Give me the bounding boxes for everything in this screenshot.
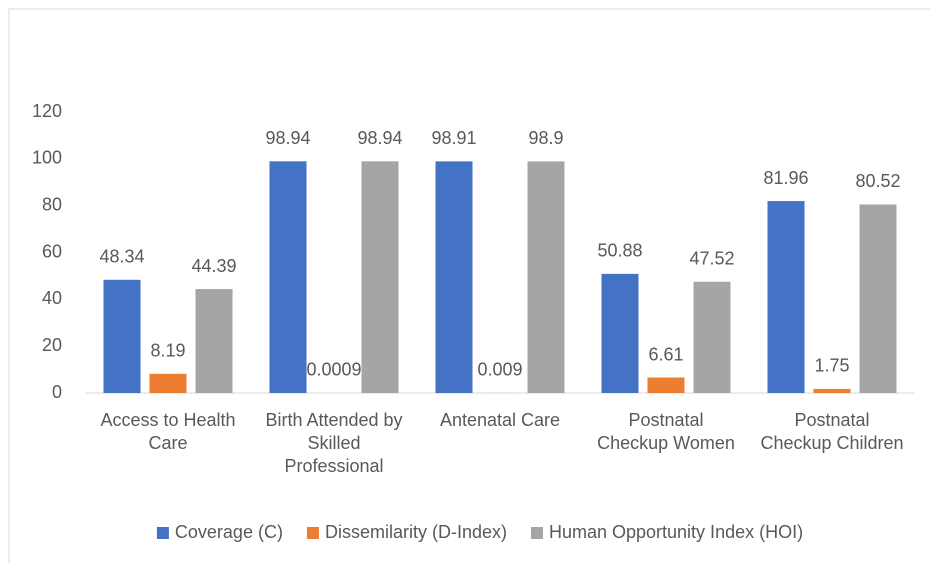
bar [527,161,565,393]
data-label: 0.009 [477,360,522,380]
x-tick-label: Postnatal Checkup Children [760,410,904,453]
data-label: 98.91 [431,128,476,148]
y-tick-label: 120 [32,101,62,121]
bar [601,273,639,393]
bar [149,373,187,393]
y-tick-label: 0 [52,382,62,402]
y-tick-label: 40 [42,288,62,308]
data-label: 98.9 [528,128,563,148]
y-tick-label: 80 [42,194,62,214]
bar [195,289,233,393]
y-tick-label: 100 [32,148,62,168]
bar [361,161,399,393]
legend-label: Coverage (C) [175,522,283,542]
data-label: 47.52 [689,248,734,268]
y-tick-label: 20 [42,335,62,355]
bar [693,281,731,393]
legend-swatch [156,527,169,539]
bar [767,201,805,393]
x-tick-label: Antenatal Care [439,410,561,430]
x-tick-label: Birth Attended by Skilled Professional [265,410,403,476]
data-label: 98.94 [357,128,402,148]
legend-label: Dissemilarity (D-Index) [325,522,507,542]
data-label: 80.52 [855,171,900,191]
bar [859,204,897,393]
data-label: 98.94 [265,128,310,148]
data-label: 1.75 [814,356,849,376]
data-label: 81.96 [763,168,808,188]
data-label: 44.39 [191,256,236,276]
x-tick-label: Postnatal Checkup Women [597,410,735,453]
data-label: 48.34 [99,247,144,267]
data-label: 50.88 [597,241,642,261]
y-tick-label: 60 [42,241,62,261]
chart-frame [8,8,930,563]
bar [813,388,851,393]
bar [435,161,473,393]
legend-label: Human Opportunity Index (HOI) [549,522,803,542]
data-label: 6.61 [648,344,683,364]
x-tick-label: Access to Health Care [100,410,236,453]
legend-swatch [306,527,319,539]
bar [269,161,307,393]
bar [103,279,141,393]
data-label: 8.19 [150,341,185,361]
legend-swatch [530,527,543,539]
data-label: 0.0009 [306,360,361,380]
bar [647,377,685,393]
